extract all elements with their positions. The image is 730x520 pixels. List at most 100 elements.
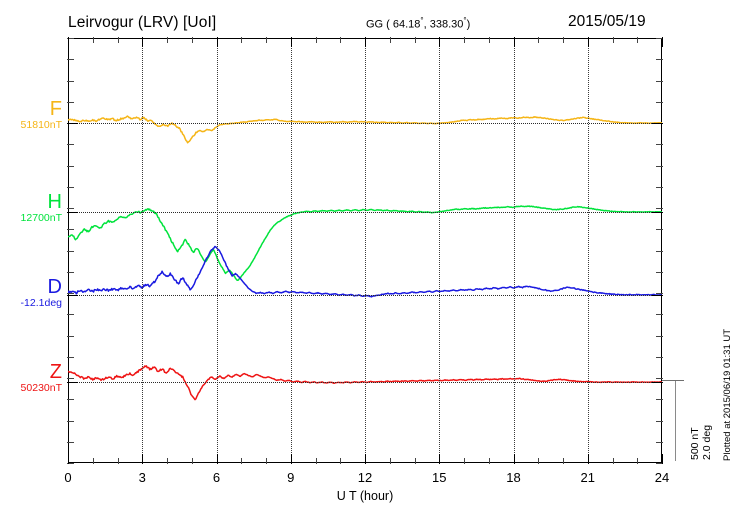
y-axis-major-tick-d bbox=[652, 295, 663, 296]
component-baseline-d: -12.1deg bbox=[20, 297, 62, 309]
x-axis-major-tick bbox=[662, 37, 663, 47]
x-axis-tick-label-21: 21 bbox=[580, 470, 595, 485]
y-axis-minor-tick bbox=[656, 187, 663, 188]
x-axis-major-tick bbox=[587, 454, 589, 464]
x-axis-minor-tick bbox=[389, 458, 391, 464]
y-axis-minor-tick bbox=[656, 59, 663, 60]
y-axis-minor-tick bbox=[656, 442, 663, 443]
x-axis-minor-tick bbox=[191, 458, 193, 464]
x-axis-major-tick bbox=[513, 37, 515, 47]
x-axis-minor-tick bbox=[241, 37, 243, 43]
x-axis-minor-tick bbox=[92, 37, 94, 43]
y-axis-minor-tick bbox=[67, 81, 74, 82]
y-axis-minor-tick bbox=[656, 463, 663, 464]
x-axis-title: U T (hour) bbox=[336, 489, 394, 503]
x-axis-minor-tick bbox=[464, 37, 465, 43]
y-axis-major-tick-d bbox=[67, 295, 78, 296]
x-axis-tick-label-0: 0 bbox=[64, 470, 72, 485]
y-axis-minor-tick bbox=[67, 229, 74, 230]
y-axis-major-tick-h bbox=[652, 212, 663, 213]
component-baseline-h: 12700nT bbox=[20, 212, 62, 224]
y-axis-major-tick-z bbox=[67, 382, 78, 383]
grid-line-hour-6 bbox=[216, 38, 218, 463]
x-axis-minor-tick bbox=[241, 458, 243, 464]
y-axis-minor-tick bbox=[656, 399, 663, 400]
x-axis-minor-tick bbox=[315, 37, 317, 43]
y-axis-minor-tick bbox=[67, 442, 74, 443]
scale-bar-line bbox=[675, 381, 676, 461]
x-axis-minor-tick bbox=[191, 37, 193, 43]
y-axis-minor-tick bbox=[656, 251, 663, 252]
y-axis-major-tick-f bbox=[67, 123, 78, 124]
y-axis-minor-tick bbox=[656, 166, 663, 167]
y-axis-minor-tick bbox=[656, 421, 663, 422]
y-axis-minor-tick bbox=[67, 38, 74, 39]
x-axis-minor-tick bbox=[464, 458, 465, 464]
grid-line-hour-12 bbox=[365, 38, 366, 463]
y-axis-major-tick-f bbox=[652, 123, 663, 124]
y-axis-minor-tick bbox=[656, 144, 663, 145]
y-axis-minor-tick bbox=[67, 293, 74, 294]
grid-line-hour-9 bbox=[290, 38, 292, 463]
magnetogram-plot-area bbox=[67, 37, 663, 464]
x-axis-tick-label-3: 3 bbox=[138, 470, 146, 485]
grid-line-hour-3 bbox=[142, 38, 144, 463]
y-axis-minor-tick bbox=[656, 208, 663, 209]
y-axis-minor-tick bbox=[656, 314, 663, 315]
x-axis-minor-tick bbox=[414, 458, 416, 464]
x-axis-major-tick bbox=[662, 454, 663, 464]
x-axis-major-tick bbox=[365, 37, 366, 47]
x-axis-minor-tick bbox=[266, 37, 267, 43]
x-axis-major-tick bbox=[439, 454, 441, 464]
x-axis-major-tick bbox=[513, 454, 515, 464]
component-glyph-z: Z bbox=[49, 361, 62, 383]
x-axis-minor-tick bbox=[340, 458, 342, 464]
y-axis-minor-tick bbox=[656, 81, 663, 82]
x-axis-minor-tick bbox=[637, 37, 639, 43]
grid-line-hour-18 bbox=[513, 38, 515, 463]
x-axis-minor-tick bbox=[167, 458, 168, 464]
component-label-d: D -12.1deg bbox=[0, 277, 62, 309]
x-axis-major-tick bbox=[365, 454, 366, 464]
y-axis-minor-tick bbox=[656, 378, 663, 379]
y-axis-minor-tick bbox=[67, 166, 74, 167]
y-axis-minor-tick bbox=[656, 336, 663, 337]
station-title: Leirvogur (LRV) [UoI] bbox=[68, 14, 217, 31]
x-axis-major-tick bbox=[68, 454, 69, 464]
component-label-f: F 51810nT bbox=[0, 99, 62, 131]
x-axis-major-tick bbox=[142, 37, 144, 47]
y-axis-minor-tick bbox=[656, 102, 663, 103]
x-axis-minor-tick bbox=[488, 37, 490, 43]
component-glyph-d: D bbox=[47, 276, 62, 298]
x-axis-minor-tick bbox=[167, 37, 168, 43]
component-label-h: H 12700nT bbox=[0, 192, 62, 224]
x-axis-minor-tick bbox=[538, 37, 540, 43]
x-axis-minor-tick bbox=[266, 458, 267, 464]
baseline-z bbox=[68, 382, 662, 383]
x-axis-minor-tick bbox=[488, 458, 490, 464]
y-axis-minor-tick bbox=[67, 59, 74, 60]
y-axis-minor-tick bbox=[67, 251, 74, 252]
component-label-z: Z 50230nT bbox=[0, 362, 62, 394]
geographic-coordinates: GG ( 64.18°, 338.30°) bbox=[366, 16, 470, 31]
y-axis-minor-tick bbox=[67, 144, 74, 145]
degree-icon: ° bbox=[420, 16, 424, 25]
plotted-timestamp: Plotted at 2015/06/19 01:31 UT bbox=[722, 328, 730, 461]
x-axis-minor-tick bbox=[563, 37, 564, 43]
component-glyph-f: F bbox=[49, 98, 62, 120]
x-axis-minor-tick bbox=[538, 458, 540, 464]
x-axis-minor-tick bbox=[563, 458, 564, 464]
x-axis-minor-tick bbox=[637, 458, 639, 464]
x-axis-minor-tick bbox=[117, 458, 119, 464]
y-axis-minor-tick bbox=[67, 272, 74, 273]
geo-coords-suffix: ) bbox=[466, 18, 471, 31]
y-axis-minor-tick bbox=[67, 208, 74, 209]
baseline-f bbox=[68, 123, 662, 124]
x-axis-major-tick bbox=[142, 454, 144, 464]
x-axis-tick-label-9: 9 bbox=[287, 470, 295, 485]
degree-icon: ° bbox=[463, 16, 467, 25]
y-axis-minor-tick bbox=[67, 463, 74, 464]
x-axis-major-tick bbox=[290, 454, 292, 464]
y-axis-minor-tick bbox=[656, 38, 663, 39]
baseline-d bbox=[68, 295, 662, 296]
